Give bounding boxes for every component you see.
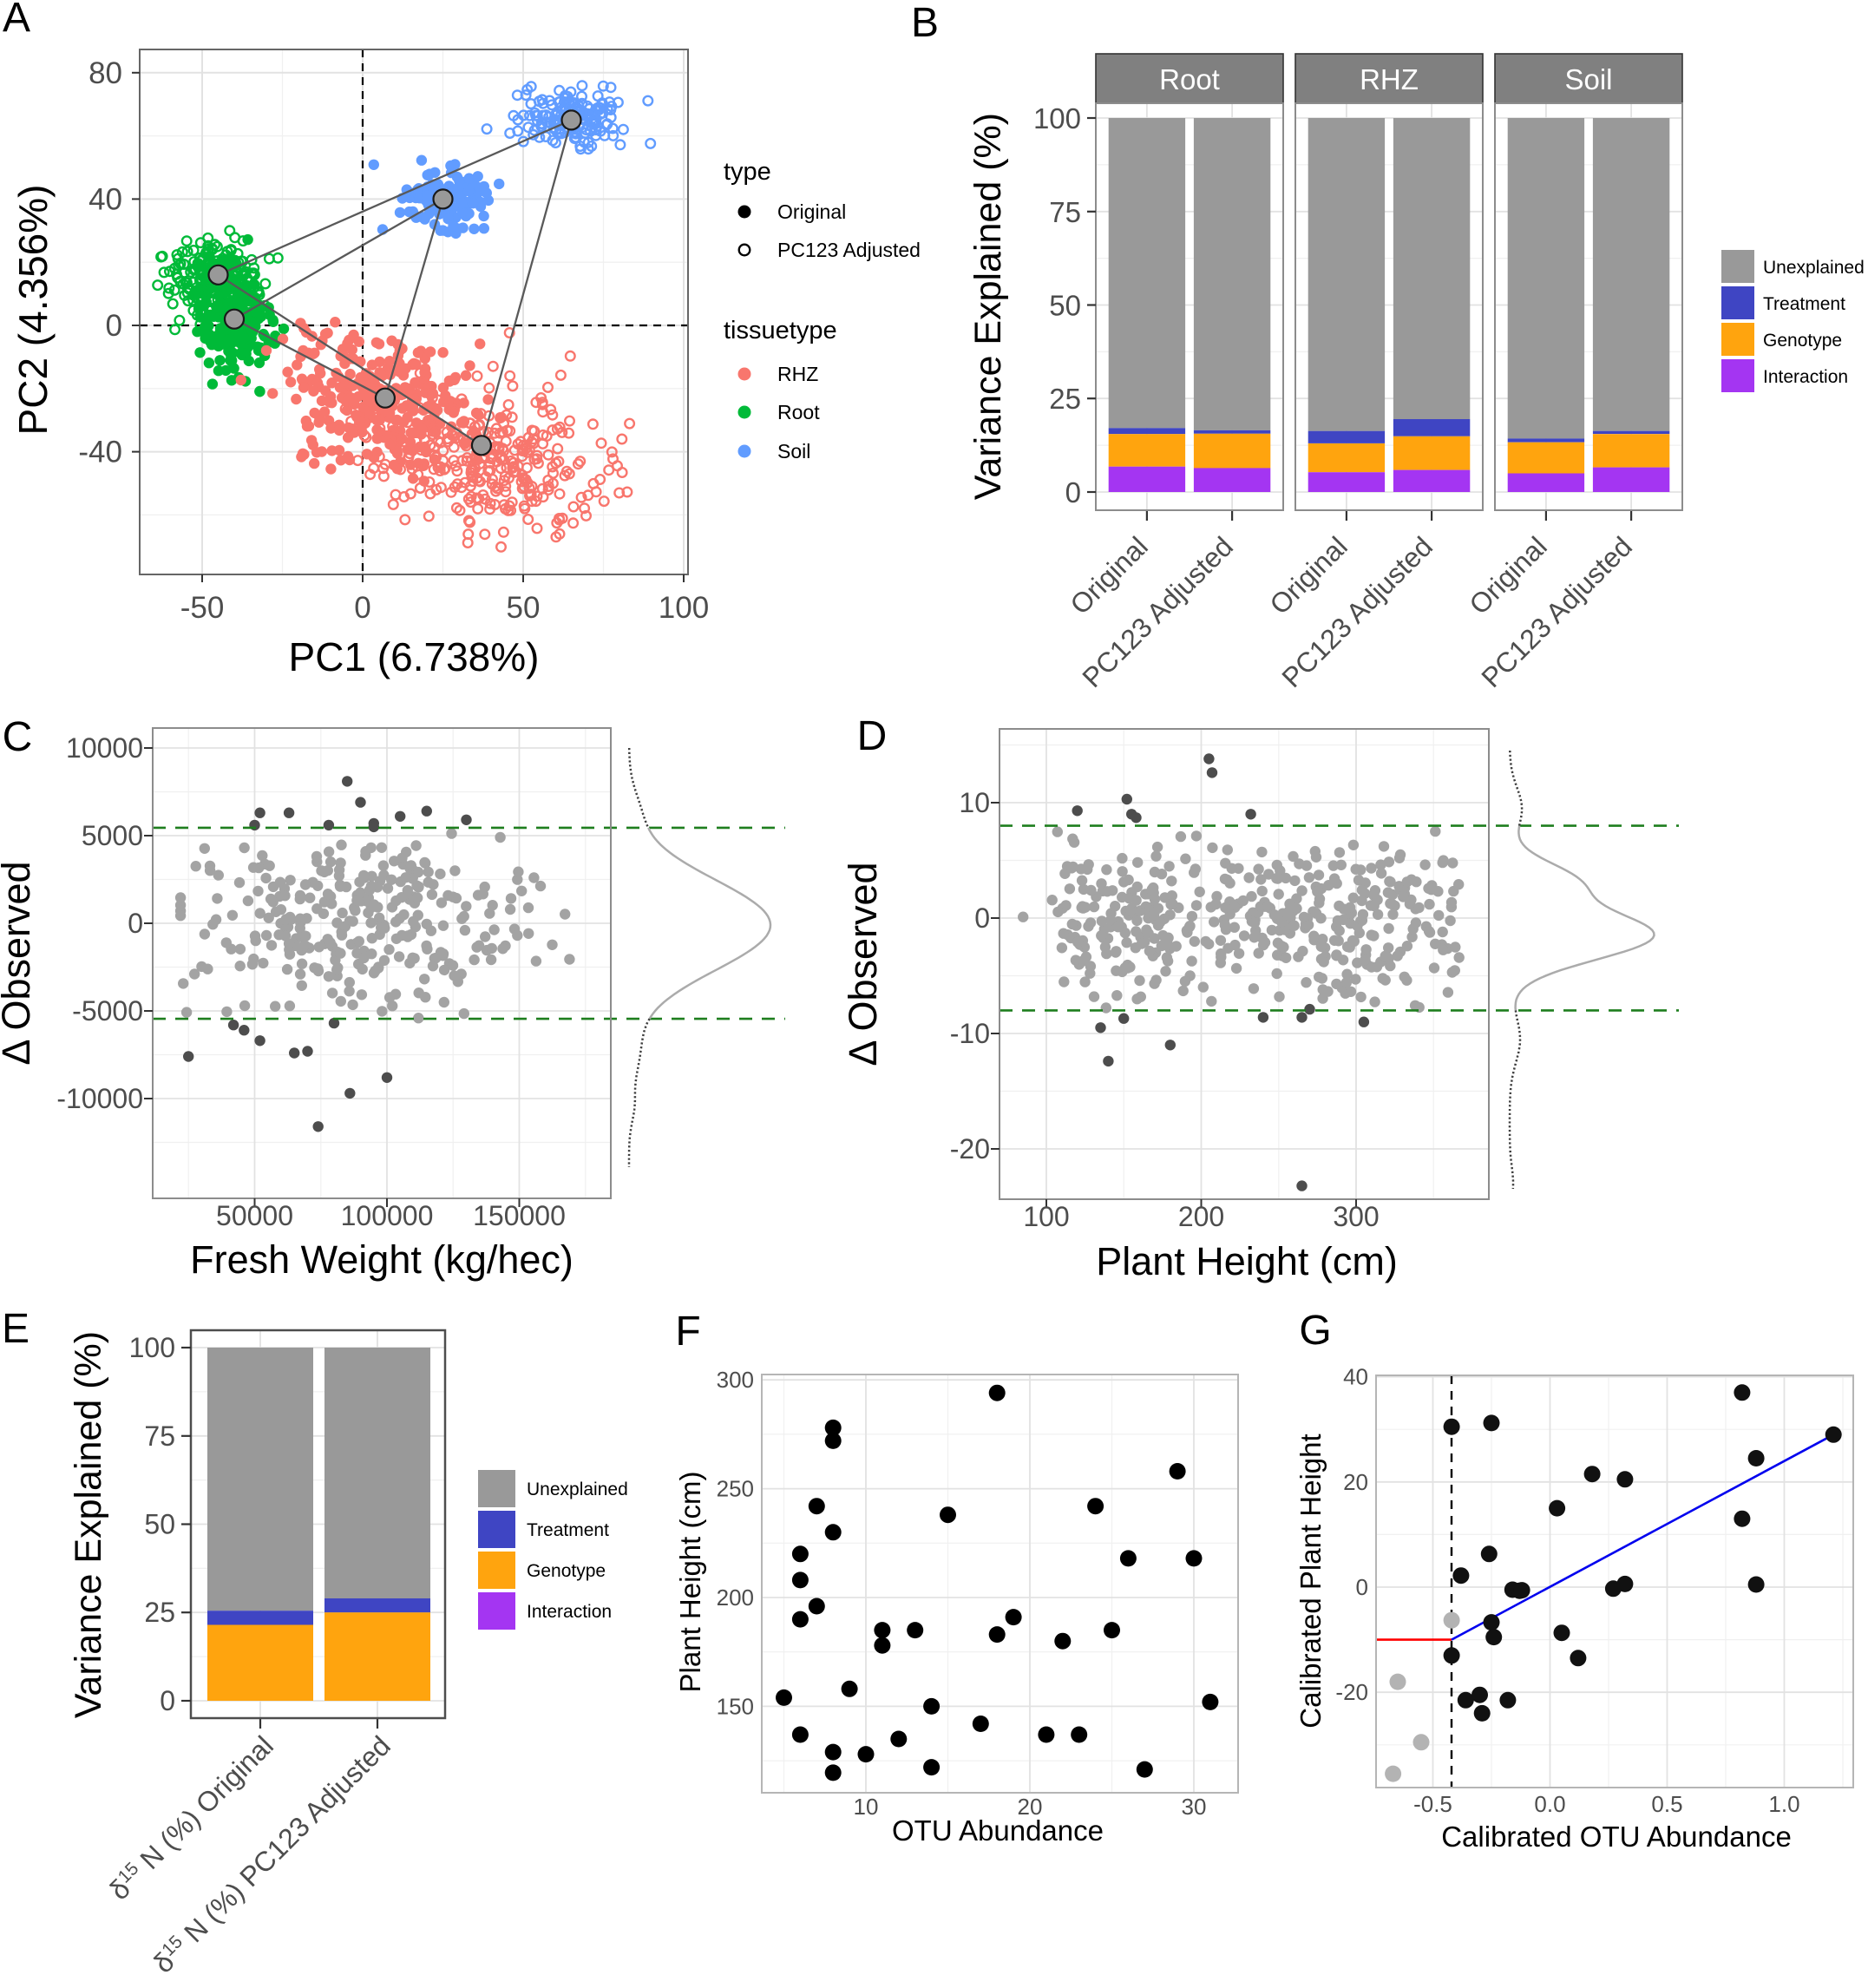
svg-text:75: 75 bbox=[1049, 196, 1081, 228]
svg-text:1.0: 1.0 bbox=[1768, 1791, 1799, 1817]
svg-text:150: 150 bbox=[717, 1693, 754, 1719]
svg-text:25: 25 bbox=[144, 1597, 175, 1628]
svg-text:0: 0 bbox=[1356, 1574, 1368, 1600]
svg-text:50: 50 bbox=[1049, 290, 1081, 322]
svg-text:F: F bbox=[675, 1309, 700, 1355]
svg-text:Calibrated Plant Height: Calibrated Plant Height bbox=[1294, 1434, 1327, 1728]
svg-text:100000: 100000 bbox=[341, 1200, 434, 1231]
svg-text:Treatment: Treatment bbox=[527, 1520, 609, 1540]
svg-text:PC1 (6.738%): PC1 (6.738%) bbox=[289, 634, 540, 679]
svg-text:Variance Explained (%): Variance Explained (%) bbox=[68, 1331, 109, 1718]
svg-text:0: 0 bbox=[1065, 476, 1081, 508]
svg-text:-50: -50 bbox=[180, 591, 225, 625]
svg-text:100: 100 bbox=[659, 591, 709, 625]
svg-text:D: D bbox=[857, 713, 888, 759]
svg-text:B: B bbox=[911, 0, 939, 46]
svg-text:Root: Root bbox=[1159, 63, 1220, 95]
svg-text:10: 10 bbox=[854, 1794, 879, 1820]
svg-text:0: 0 bbox=[974, 902, 990, 934]
svg-text:20: 20 bbox=[1343, 1469, 1368, 1495]
svg-text:Interaction: Interaction bbox=[1763, 367, 1848, 387]
svg-text:-0.5: -0.5 bbox=[1413, 1791, 1452, 1817]
svg-text:-20: -20 bbox=[950, 1133, 990, 1165]
svg-text:PC123 Adjusted: PC123 Adjusted bbox=[777, 239, 921, 261]
svg-text:Plant Height (cm): Plant Height (cm) bbox=[674, 1472, 706, 1693]
svg-text:PC2 (4.356%): PC2 (4.356%) bbox=[10, 185, 56, 436]
svg-text:100: 100 bbox=[129, 1332, 175, 1363]
svg-text:40: 40 bbox=[88, 182, 122, 216]
svg-text:0: 0 bbox=[106, 309, 122, 343]
svg-text:150000: 150000 bbox=[473, 1200, 566, 1231]
svg-text:0: 0 bbox=[160, 1685, 175, 1716]
svg-text:RHZ: RHZ bbox=[1360, 63, 1419, 95]
svg-text:Plant Height (cm): Plant Height (cm) bbox=[1096, 1239, 1398, 1283]
svg-text:Genotype: Genotype bbox=[527, 1561, 606, 1581]
svg-text:type: type bbox=[724, 158, 771, 186]
svg-text:80: 80 bbox=[88, 56, 122, 90]
svg-text:20: 20 bbox=[1018, 1794, 1043, 1820]
svg-text:Soil: Soil bbox=[777, 440, 810, 463]
svg-text:50000: 50000 bbox=[216, 1200, 293, 1231]
svg-text:0.5: 0.5 bbox=[1651, 1791, 1682, 1817]
svg-text:Root: Root bbox=[777, 401, 820, 423]
svg-text:100: 100 bbox=[1023, 1201, 1069, 1232]
svg-text:OTU Abundance: OTU Abundance bbox=[892, 1814, 1104, 1847]
svg-text:Treatment: Treatment bbox=[1763, 294, 1845, 314]
svg-text:50: 50 bbox=[144, 1509, 175, 1540]
svg-text:A: A bbox=[3, 0, 30, 41]
svg-text:100: 100 bbox=[1033, 102, 1081, 135]
svg-text:-40: -40 bbox=[78, 436, 122, 469]
svg-text:RHZ: RHZ bbox=[777, 363, 818, 385]
svg-text:40: 40 bbox=[1343, 1364, 1368, 1390]
svg-text:0: 0 bbox=[354, 591, 370, 625]
svg-text:50: 50 bbox=[507, 591, 541, 625]
svg-text:30: 30 bbox=[1182, 1794, 1207, 1820]
svg-text:Unexplained: Unexplained bbox=[1763, 258, 1865, 278]
svg-text:Unexplained: Unexplained bbox=[527, 1480, 628, 1499]
svg-text:250: 250 bbox=[717, 1476, 754, 1502]
svg-text:-10: -10 bbox=[950, 1018, 990, 1049]
svg-text:Interaction: Interaction bbox=[527, 1602, 612, 1622]
svg-text:300: 300 bbox=[717, 1367, 754, 1393]
svg-text:-10000: -10000 bbox=[56, 1083, 143, 1114]
svg-text:Variance Explained (%): Variance Explained (%) bbox=[967, 113, 1009, 500]
svg-text:Soil: Soil bbox=[1564, 63, 1612, 95]
svg-text:0.0: 0.0 bbox=[1534, 1791, 1565, 1817]
svg-text:Genotype: Genotype bbox=[1763, 331, 1842, 351]
svg-text:C: C bbox=[3, 714, 33, 760]
svg-text:Fresh Weight (kg/hec): Fresh Weight (kg/hec) bbox=[190, 1237, 574, 1282]
svg-text:-5000: -5000 bbox=[72, 995, 143, 1027]
svg-text:Calibrated OTU Abundance: Calibrated OTU Abundance bbox=[1441, 1821, 1792, 1853]
svg-text:Δ Observed: Δ Observed bbox=[0, 861, 38, 1065]
svg-text:Original: Original bbox=[777, 200, 846, 223]
svg-text:200: 200 bbox=[1178, 1201, 1224, 1232]
svg-text:-20: -20 bbox=[1335, 1679, 1368, 1705]
svg-text:tissuetype: tissuetype bbox=[724, 317, 837, 344]
svg-text:25: 25 bbox=[1049, 383, 1081, 415]
svg-text:10000: 10000 bbox=[66, 732, 143, 764]
svg-text:75: 75 bbox=[144, 1420, 175, 1452]
svg-text:10: 10 bbox=[959, 787, 990, 818]
svg-text:200: 200 bbox=[717, 1584, 754, 1611]
svg-text:G: G bbox=[1299, 1308, 1331, 1354]
svg-text:Δ Observed: Δ Observed bbox=[841, 862, 885, 1066]
svg-text:5000: 5000 bbox=[82, 820, 143, 851]
svg-text:E: E bbox=[2, 1306, 29, 1352]
svg-text:300: 300 bbox=[1333, 1201, 1379, 1232]
svg-text:0: 0 bbox=[128, 908, 143, 939]
